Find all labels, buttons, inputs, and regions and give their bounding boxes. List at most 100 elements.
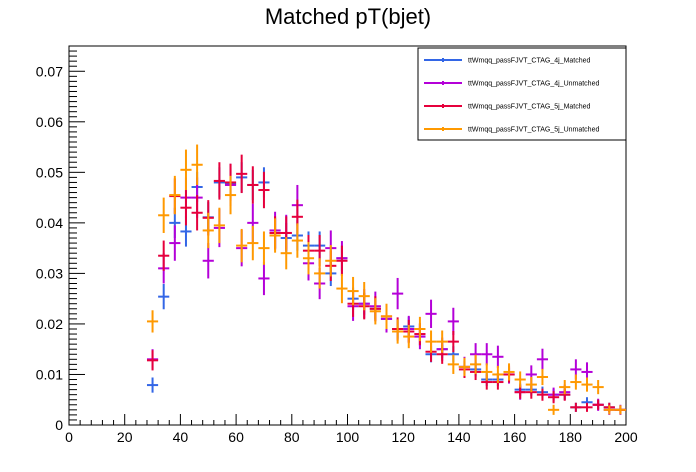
data-point — [247, 225, 259, 261]
y-tick-label: 0.01 — [36, 366, 63, 382]
data-point — [169, 175, 181, 215]
legend-box — [417, 47, 627, 141]
data-point — [492, 365, 504, 384]
data-point — [158, 284, 170, 310]
data-point — [525, 376, 537, 393]
data-point — [369, 298, 381, 325]
y-tick-label: 0.04 — [36, 215, 63, 231]
legend-label: ttWmqq_passFJVT_CTAG_4j_Matched — [468, 58, 591, 65]
legend-entry: ttWmqq_passFJVT_CTAG_4j_Matched — [424, 58, 591, 65]
x-tick-label: 20 — [117, 429, 133, 445]
axis-ticks: 0 20 40 60 80 100 120 140 160 180 200 0 0.01 0.02 0.03… — [36, 45, 638, 445]
data-point — [548, 404, 560, 415]
data-point — [570, 402, 582, 412]
data-point — [191, 144, 203, 185]
y-tick-label: 0.05 — [36, 164, 63, 180]
data-point — [559, 380, 571, 395]
data-point — [603, 405, 615, 415]
data-point — [280, 237, 292, 270]
x-tick-label: 100 — [336, 429, 360, 445]
data-point — [213, 162, 225, 200]
data-point — [269, 218, 281, 253]
data-point — [536, 348, 549, 370]
x-tick-label: 40 — [173, 429, 189, 445]
legend-entry: ttWmqq_passFJVT_CTAG_5j_Unmatched — [424, 127, 599, 134]
data-point — [191, 195, 203, 231]
data-point — [436, 330, 448, 353]
data-point — [213, 207, 225, 244]
y-tick-label: 0.02 — [36, 316, 63, 332]
data-point — [414, 316, 426, 342]
data-point — [236, 228, 248, 263]
data-point — [202, 212, 214, 249]
data-point — [581, 377, 593, 392]
y-tick-label: 0.03 — [36, 265, 63, 281]
data-point — [481, 343, 493, 366]
data-point — [258, 231, 270, 265]
data-point — [336, 245, 348, 276]
data-point — [536, 388, 549, 401]
data-point — [236, 154, 248, 194]
chart-title: Matched pT(bjet) — [265, 4, 431, 29]
data-point — [202, 243, 214, 279]
data-point — [146, 377, 159, 393]
data-point — [614, 405, 626, 415]
data-point — [447, 354, 459, 374]
legend: ttWmqq_passFJVT_CTAG_4j_Matched ttWmqq_pa… — [417, 47, 627, 141]
x-tick-label: 140 — [447, 429, 471, 445]
data-point — [570, 374, 582, 390]
series-2 — [146, 163, 626, 415]
data-point — [358, 281, 370, 311]
data-point — [146, 350, 159, 371]
data-point — [592, 399, 604, 410]
data-point — [302, 242, 315, 275]
data-point — [470, 354, 482, 374]
legend-label: ttWmqq_passFJVT_CTAG_5j_Matched — [468, 104, 591, 111]
data-point — [169, 225, 181, 261]
x-tick-label: 120 — [392, 429, 416, 445]
legend-entry: ttWmqq_passFJVT_CTAG_5j_Matched — [424, 104, 591, 111]
data-point — [458, 357, 471, 376]
data-point — [180, 190, 192, 226]
data-series — [146, 144, 626, 415]
y-tick-label: 0 — [55, 417, 63, 433]
data-point — [347, 276, 359, 306]
data-point — [581, 402, 593, 412]
x-tick-label: 160 — [503, 429, 527, 445]
data-point — [392, 277, 404, 310]
data-point — [592, 380, 604, 395]
data-point — [146, 310, 159, 333]
x-tick-label: 180 — [559, 429, 583, 445]
data-point — [158, 197, 170, 233]
data-point — [336, 273, 348, 304]
data-point — [291, 223, 303, 258]
data-point — [325, 245, 337, 277]
data-point — [258, 261, 270, 296]
data-point — [492, 345, 504, 368]
legend-label: ttWmqq_passFJVT_CTAG_5j_Unmatched — [468, 127, 599, 134]
data-point — [158, 240, 170, 271]
data-point — [180, 149, 192, 191]
x-tick-label: 80 — [284, 429, 300, 445]
data-point — [548, 391, 560, 404]
data-point — [258, 171, 270, 209]
data-point — [536, 368, 549, 386]
data-point — [447, 331, 459, 353]
data-point — [224, 175, 237, 215]
data-point — [481, 363, 493, 381]
data-point — [514, 371, 526, 388]
y-tick-label: 0.06 — [36, 114, 63, 130]
data-point — [403, 324, 415, 349]
x-tick-label: 200 — [614, 429, 638, 445]
x-tick-label: 0 — [65, 429, 73, 445]
data-point — [392, 319, 404, 344]
data-point — [380, 303, 393, 329]
data-point — [425, 330, 437, 353]
series-3 — [146, 154, 626, 414]
data-point — [514, 385, 526, 399]
data-point — [247, 166, 259, 204]
data-point — [503, 363, 515, 381]
legend-entry: ttWmqq_passFJVT_CTAG_4j_Unmatched — [424, 81, 599, 88]
legend-label: ttWmqq_passFJVT_CTAG_4j_Unmatched — [468, 81, 599, 88]
